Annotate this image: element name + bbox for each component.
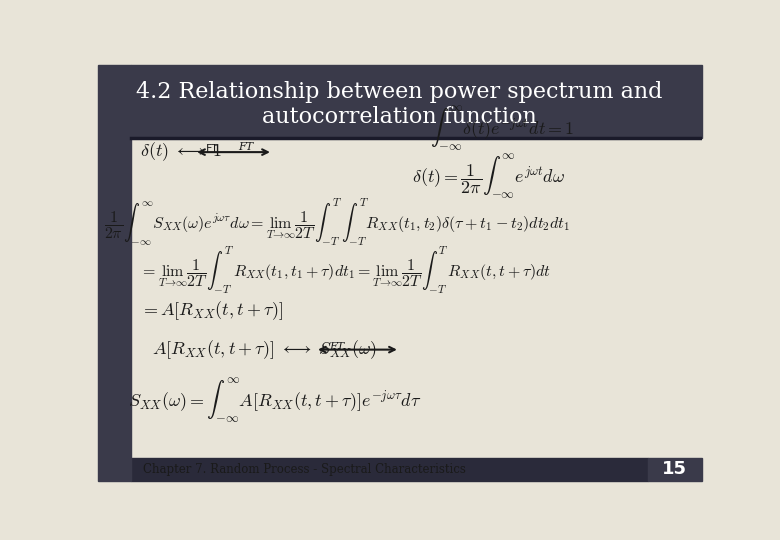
Bar bbox=[98, 65, 131, 481]
Bar bbox=[647, 458, 702, 481]
Text: $A[R_{XX}(t,t+\tau)] \;\longleftrightarrow\; S_{XX}(\omega)$: $A[R_{XX}(t,t+\tau)] \;\longleftrightarr… bbox=[152, 338, 377, 361]
Text: $S_{XX}(\omega) = \int_{-\infty}^{\infty} A[R_{XX}(t,t+\tau)]e^{-j\omega\tau}d\t: $S_{XX}(\omega) = \int_{-\infty}^{\infty… bbox=[128, 377, 421, 426]
Text: Chapter 7. Random Process - Spectral Characteristics: Chapter 7. Random Process - Spectral Cha… bbox=[143, 463, 466, 476]
Text: 4.2 Relationship between power spectrum and: 4.2 Relationship between power spectrum … bbox=[136, 81, 663, 103]
Text: $\delta(t) = \dfrac{1}{2\pi}\int_{-\infty}^{\infty} e^{j\omega t}d\omega$: $\delta(t) = \dfrac{1}{2\pi}\int_{-\inft… bbox=[412, 153, 565, 201]
Text: $\delta(t) \;\longleftrightarrow\; 1$: $\delta(t) \;\longleftrightarrow\; 1$ bbox=[140, 141, 222, 164]
Text: FT: FT bbox=[328, 342, 344, 352]
Text: $\int_{-\infty}^{\infty} \delta(t)e^{-j\omega t}dt = 1$: $\int_{-\infty}^{\infty} \delta(t)e^{-j\… bbox=[430, 105, 574, 154]
Text: autocorrelation function: autocorrelation function bbox=[262, 106, 537, 128]
Text: 15: 15 bbox=[662, 461, 687, 478]
Text: $= A[R_{XX}(t,t+\tau)]$: $= A[R_{XX}(t,t+\tau)]$ bbox=[140, 300, 283, 322]
Text: $\dfrac{1}{2\pi}\int_{-\infty}^{\infty} S_{XX}(\omega)e^{j\omega\tau}d\omega = \: $\dfrac{1}{2\pi}\int_{-\infty}^{\infty} … bbox=[104, 197, 570, 248]
Text: FT: FT bbox=[238, 142, 254, 152]
Text: FT: FT bbox=[206, 144, 219, 154]
Bar bbox=[131, 458, 647, 481]
Bar bbox=[131, 65, 702, 138]
Text: $= \lim_{T\to\infty}\dfrac{1}{2T}\int_{-T}^{T} R_{XX}(t_1,t_1+\tau)dt_1 = \lim_{: $= \lim_{T\to\infty}\dfrac{1}{2T}\int_{-… bbox=[140, 245, 551, 296]
